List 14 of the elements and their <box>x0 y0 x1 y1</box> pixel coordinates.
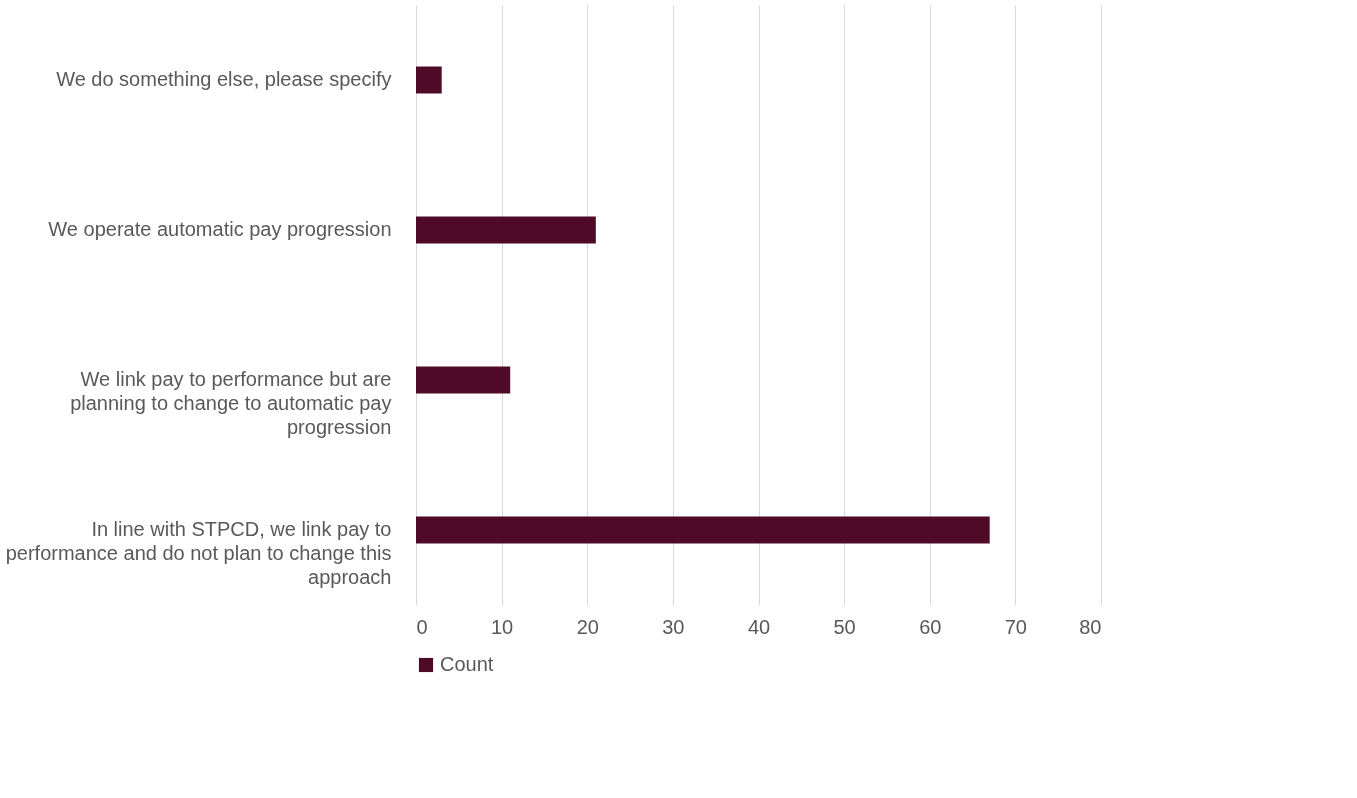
y-tick-label: We do something else, please specify <box>56 68 392 90</box>
x-tick-label: 10 <box>491 615 514 638</box>
x-tick-label: 70 <box>1004 615 1027 638</box>
x-tick-label: 20 <box>576 615 599 638</box>
x-tick-label: 60 <box>919 615 942 638</box>
y-tick-label: We operate automatic pay progression <box>48 218 392 240</box>
y-tick-label: We link pay to performance but are planning to change to automatic pay progression <box>70 368 392 438</box>
x-tick-label: 80 <box>1079 615 1102 638</box>
x-tick-label: 30 <box>662 615 685 638</box>
x-tick-label: 50 <box>833 615 856 638</box>
y-tick-label: In line with STPCD, we link pay to performance and do not plan to change this approach <box>5 518 392 588</box>
legend-label: Count <box>440 653 494 675</box>
x-tick-label: 0 <box>416 615 428 638</box>
x-tick-label: 40 <box>747 615 771 638</box>
